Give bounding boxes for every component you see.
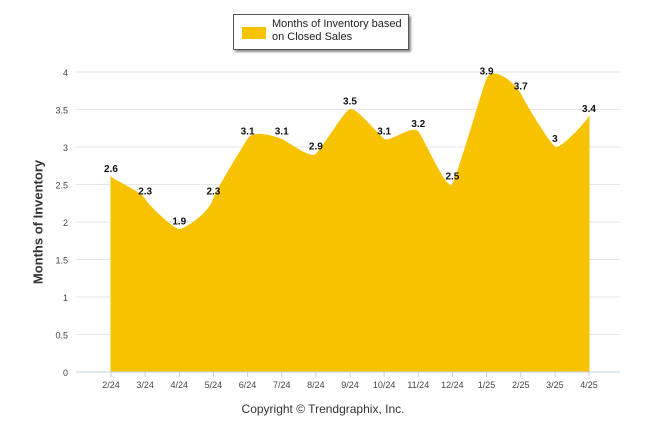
- x-tick-label: 1/25: [478, 380, 496, 390]
- data-label: 2.3: [206, 187, 220, 198]
- legend-swatch: [242, 27, 266, 39]
- data-label: 3.1: [377, 127, 391, 138]
- y-axis-ticks: 0 0.5 1 1.5 2 2.5 3 3.5 4: [55, 68, 68, 378]
- y-axis-title: Months of Inventory: [30, 159, 46, 285]
- data-label: 2.5: [445, 172, 459, 183]
- legend[interactable]: Months of Inventory based on Closed Sale…: [233, 14, 409, 50]
- y-tick-label: 4: [63, 68, 68, 78]
- y-tick-label: 0.5: [55, 331, 68, 341]
- series-area: [110, 73, 590, 373]
- x-tick-label: 8/24: [307, 380, 325, 390]
- y-tick-label: 1: [63, 293, 68, 303]
- data-label: 3.1: [275, 127, 289, 138]
- x-tick-label: 2/25: [512, 380, 530, 390]
- y-tick-label: 2: [63, 218, 68, 228]
- data-label: 3: [552, 134, 558, 145]
- data-labels: 2.6 2.3 1.9 2.3 3.1 3.1 2.9 3.5 3.1 3.2 2.5 3.9 3.7 3…: [104, 67, 596, 228]
- x-tick-label: 12/24: [441, 380, 464, 390]
- data-label: 3.1: [241, 127, 255, 138]
- series-area-shape: [110, 73, 590, 373]
- x-tick-label: 3/25: [546, 380, 564, 390]
- y-tick-label: 2.5: [55, 181, 68, 191]
- y-tick-label: 3: [63, 143, 68, 153]
- x-tick-label: 5/24: [205, 380, 223, 390]
- x-tick-label: 3/24: [136, 380, 154, 390]
- x-tick-label: 4/25: [580, 380, 598, 390]
- y-tick-label: 1.5: [55, 256, 68, 266]
- data-label: 3.4: [582, 104, 596, 115]
- x-tick-label: 2/24: [102, 380, 120, 390]
- data-label: 3.2: [411, 119, 425, 130]
- copyright-footer: Copyright © Trendgraphix, Inc.: [241, 402, 405, 416]
- legend-label: Months of Inventory based on Closed Sale…: [272, 18, 402, 43]
- data-label: 2.9: [309, 142, 323, 153]
- x-tick-label: 7/24: [273, 380, 291, 390]
- x-tick-label: 11/24: [407, 380, 429, 390]
- y-tick-label: 3.5: [55, 106, 68, 116]
- x-tick-label: 9/24: [341, 380, 359, 390]
- x-tick-label: 4/24: [171, 380, 189, 390]
- data-label: 3.5: [343, 97, 357, 108]
- data-label: 3.7: [514, 82, 528, 93]
- x-axis-ticks: 2/24 3/24 4/24 5/24 6/24 7/24 8/24 9/24 10/24 11/…: [102, 372, 598, 390]
- x-tick-label: 6/24: [239, 380, 257, 390]
- data-label: 1.9: [172, 217, 186, 228]
- x-tick-label: 10/24: [373, 380, 396, 390]
- data-label: 3.9: [480, 67, 494, 78]
- y-tick-label: 0: [63, 368, 68, 378]
- data-label: 2.3: [138, 187, 152, 198]
- data-label: 2.6: [104, 164, 118, 175]
